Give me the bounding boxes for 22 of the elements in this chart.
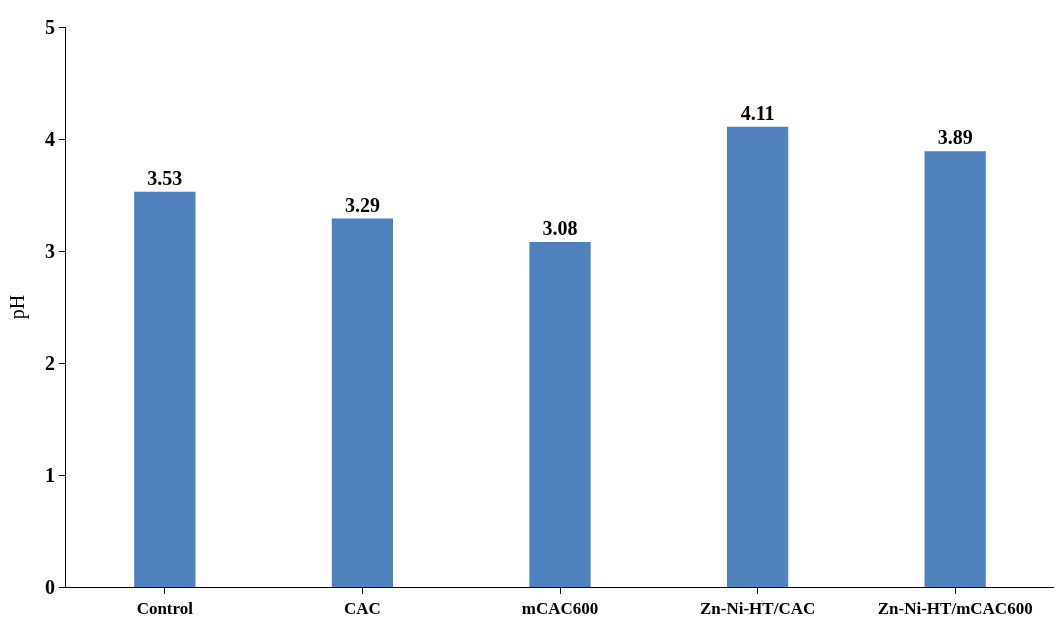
x-tick-label: CAC bbox=[343, 599, 381, 619]
bar bbox=[331, 218, 394, 587]
x-tick-label: Zn-Ni-HT/CAC bbox=[699, 599, 816, 619]
bar bbox=[924, 151, 986, 587]
x-tick-label: Zn-Ni-HT/mCAC600 bbox=[877, 599, 1033, 619]
y-tick-label: 0 bbox=[45, 576, 55, 598]
data-label: 3.29 bbox=[344, 193, 380, 216]
y-tick-label: 5 bbox=[45, 16, 55, 38]
y-tick-label: 3 bbox=[45, 240, 55, 262]
bar bbox=[529, 242, 591, 587]
data-label: 4.11 bbox=[740, 101, 775, 124]
data-label: 3.89 bbox=[937, 126, 973, 149]
y-tick-label: 1 bbox=[45, 464, 55, 486]
y-tick-label: 2 bbox=[45, 352, 55, 374]
x-tick-label: Control bbox=[136, 599, 194, 619]
y-tick-label: 4 bbox=[45, 128, 55, 150]
bar bbox=[134, 191, 196, 587]
data-label: 3.08 bbox=[542, 217, 578, 240]
y-axis-title: pH bbox=[5, 294, 29, 320]
data-label: 3.53 bbox=[147, 166, 183, 189]
x-tick-label: mCAC600 bbox=[521, 599, 599, 619]
bar bbox=[726, 126, 789, 587]
